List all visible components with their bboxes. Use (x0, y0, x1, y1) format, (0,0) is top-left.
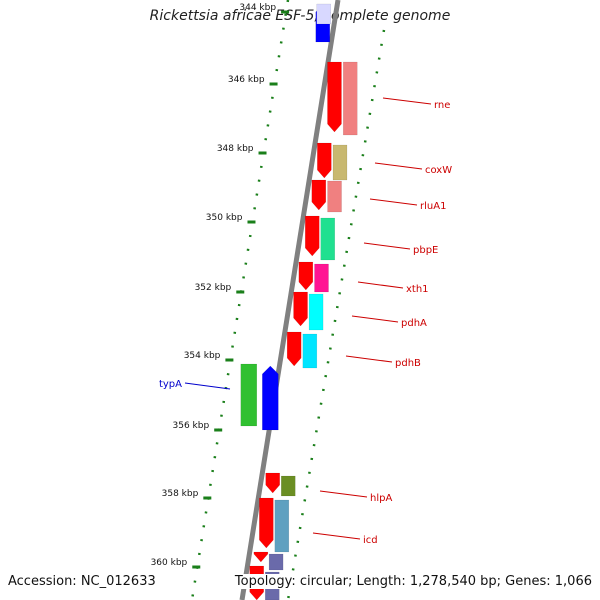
pbpE-gene (320, 217, 336, 261)
forward-cds-arrow (298, 261, 314, 291)
genome-title: Rickettsia africae ESF-5, complete genom… (149, 8, 451, 24)
forward-cds-arrow (259, 497, 274, 549)
kbp-tick-label: 344 kbp (239, 3, 276, 13)
kbp-tick-label: 350 kbp (206, 213, 243, 223)
icd-gene (274, 499, 290, 553)
gene-label-connector (184, 382, 231, 390)
gene-label-connector (363, 242, 411, 250)
gene-label-hlpA: hlpA (370, 493, 392, 504)
reverse-cds-faded (316, 3, 332, 25)
gene-label-pbpE: pbpE (413, 245, 438, 256)
pdhA-gene (308, 293, 324, 331)
reverse-cds-arrow (262, 365, 279, 431)
kbp-tick-label: 346 kbp (228, 75, 265, 85)
gene-label-connector (345, 355, 393, 363)
kbp-tick-label: 358 kbp (162, 489, 199, 499)
forward-cds-arrow (304, 215, 320, 257)
pdhB-gene (302, 333, 318, 369)
gene-label-pdhA: pdhA (401, 318, 427, 329)
lower-gene (268, 553, 284, 571)
gene-label-pdhB: pdhB (395, 358, 421, 369)
gene-label-icd: icd (363, 535, 378, 546)
gene-label-connector (369, 198, 418, 206)
gene-label-rluA1: rluA1 (420, 201, 446, 212)
forward-cds-arrow (253, 551, 269, 563)
topology-label: Topology: circular; Length: 1,278,540 bp… (230, 574, 592, 589)
forward-cds-arrow (317, 142, 332, 179)
forward-cds-arrow (265, 472, 280, 494)
gene-label-connector (357, 281, 404, 289)
forward-cds-arrow (293, 291, 308, 327)
forward-cds-arrow (327, 61, 342, 133)
gene-label-xth1: xth1 (406, 284, 429, 295)
inner-guide-dots (190, 0, 290, 600)
hlpA-gene (280, 475, 296, 497)
rluA1-gene (327, 180, 342, 213)
gene-label-coxW: coxW (425, 165, 452, 176)
kbp-tick-label: 348 kbp (217, 144, 254, 154)
kbp-tick-label: 360 kbp (151, 558, 188, 568)
gene-label-rne: rne (434, 100, 450, 111)
accession-label: Accession: NC_012633 (8, 574, 156, 589)
gene-label-connector (351, 315, 399, 323)
forward-cds-arrow (311, 179, 327, 211)
typA-gene (240, 363, 258, 427)
xth1-gene (314, 263, 329, 293)
gene-label-typA: typA (159, 379, 182, 390)
rne-gene (342, 61, 358, 136)
forward-cds-arrow (286, 331, 302, 367)
kbp-tick-label: 356 kbp (173, 421, 210, 431)
kbp-tick-label: 354 kbp (184, 351, 221, 361)
kbp-tick-label: 352 kbp (195, 283, 232, 293)
gene-label-connector (374, 162, 423, 170)
gene-label-connector (319, 490, 368, 498)
gene-label-connector (382, 97, 432, 105)
gene-label-connector (312, 532, 361, 540)
genome-backbone (239, 0, 341, 600)
coxW-gene (332, 144, 348, 181)
